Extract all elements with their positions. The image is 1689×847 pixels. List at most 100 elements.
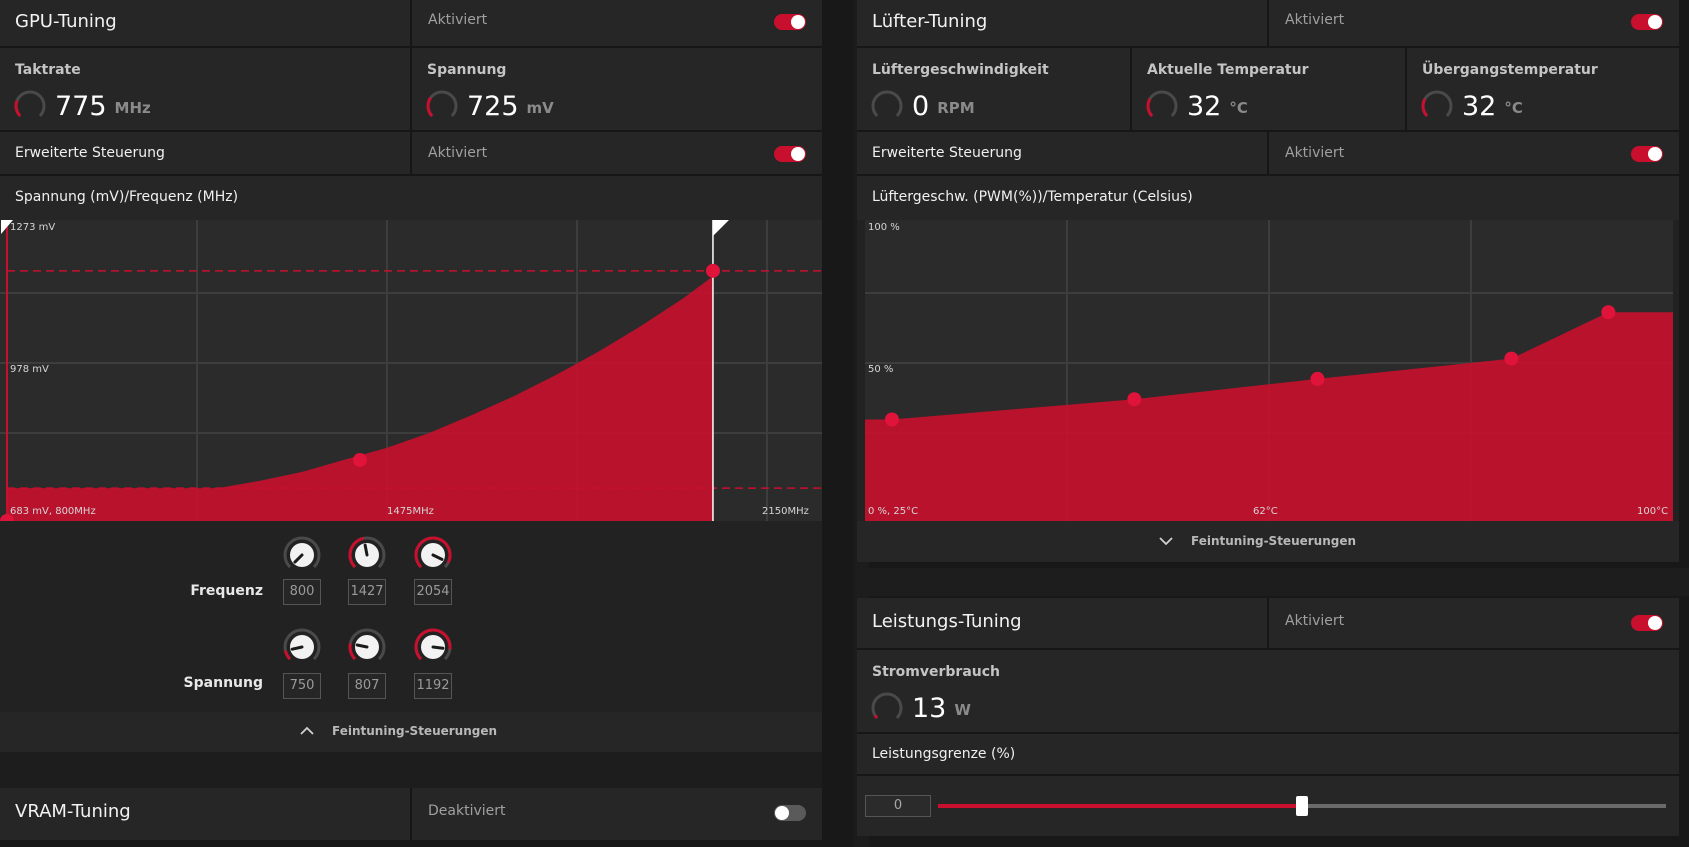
gauge-track bbox=[426, 90, 458, 117]
frequency-knobs-label: Frequenz bbox=[190, 583, 263, 599]
knob-fill bbox=[414, 628, 452, 661]
fan-speed-label: Lüftergeschwindigkeit bbox=[872, 62, 1049, 78]
current-temp-unit: °C bbox=[1229, 99, 1248, 117]
knob-pointer bbox=[293, 553, 304, 564]
fan-tuning-header: Lüfter-Tuning Aktiviert bbox=[857, 0, 1679, 48]
power-limit-slider-thumb[interactable] bbox=[1296, 796, 1308, 816]
fan-advanced-row: Erweiterte Steuerung Aktiviert bbox=[857, 132, 1679, 176]
gpu-advanced-row: Erweiterte Steuerung Aktiviert bbox=[0, 132, 822, 176]
voltage-input-3[interactable]: 1192 bbox=[414, 673, 452, 699]
fan-tuning-toggle[interactable] bbox=[1631, 14, 1663, 30]
fan-advanced-state: Aktiviert bbox=[1285, 145, 1345, 161]
gpu-chart-title: Spannung (mV)/Frequenz (MHz) bbox=[15, 189, 239, 205]
power-tuning-toggle[interactable] bbox=[1631, 615, 1663, 631]
knob-pointer bbox=[290, 645, 304, 651]
vram-tuning-toggle[interactable] bbox=[774, 805, 806, 821]
gauge-track bbox=[871, 692, 903, 719]
knob-pointer bbox=[431, 553, 444, 561]
gpu-chart-xlabel-right: 2150MHz bbox=[762, 506, 809, 517]
voltage-frequency-chart[interactable]: 1273 mV 978 mV 683 mV, 800MHz 1475MHz 21… bbox=[0, 220, 822, 521]
gpu-fine-tuning-toggle[interactable]: Feintuning-Steuerungen bbox=[300, 724, 497, 738]
gauge-fill bbox=[873, 714, 879, 719]
clock-label: Taktrate bbox=[15, 62, 81, 78]
chevron-up-icon bbox=[300, 726, 314, 735]
gauge-fill bbox=[14, 100, 22, 117]
knob-fill bbox=[283, 650, 292, 661]
knob-pointer bbox=[355, 643, 369, 649]
fan-speed-gauge-icon bbox=[871, 90, 903, 117]
power-limit-label: Leistungsgrenze (%) bbox=[872, 746, 1016, 762]
power-tuning-state: Aktiviert bbox=[1285, 613, 1345, 629]
gpu-chart-xlabel-left: 683 mV, 800MHz bbox=[10, 506, 96, 517]
frequency-knob-2[interactable] bbox=[347, 535, 387, 575]
clock-gauge-icon bbox=[14, 90, 46, 117]
voltage-unit: mV bbox=[526, 99, 554, 117]
fan-chart-ylabel-top: 100 % bbox=[868, 222, 900, 233]
knob-fill bbox=[414, 536, 452, 569]
voltage-input-1[interactable]: 750 bbox=[283, 673, 321, 699]
gpu-origin-point bbox=[0, 514, 14, 521]
fan-fine-tuning-row: Feintuning-Steuerungen bbox=[857, 521, 1679, 562]
fan-chart-xlabel-left: 0 %, 25°C bbox=[868, 506, 919, 517]
fan-advanced-toggle[interactable] bbox=[1631, 146, 1663, 162]
fan-fine-tuning-toggle[interactable]: Feintuning-Steuerungen bbox=[1159, 534, 1356, 548]
power-tuning-title: Leistungs-Tuning bbox=[872, 611, 1022, 632]
fan-tuning-title: Lüfter-Tuning bbox=[872, 11, 988, 32]
knob-fill bbox=[348, 643, 357, 661]
frequency-input-2[interactable]: 1427 bbox=[348, 579, 386, 605]
voltage-input-2[interactable]: 807 bbox=[348, 673, 386, 699]
fan-chart-xlabel-mid: 62°C bbox=[1253, 506, 1278, 517]
voltage-frequency-chart-svg[interactable] bbox=[0, 220, 822, 521]
knob-fill bbox=[348, 536, 365, 569]
junction-temp-unit: °C bbox=[1504, 99, 1523, 117]
voltage-gauge-icon bbox=[426, 90, 458, 117]
power-consumption-unit: W bbox=[954, 701, 971, 719]
gpu-tuning-title: GPU-Tuning bbox=[15, 11, 117, 32]
gauge-fill bbox=[426, 96, 434, 117]
frequency-input-1[interactable]: 800 bbox=[283, 579, 321, 605]
knob-track bbox=[283, 536, 321, 569]
power-limit-slider-row: 0 bbox=[857, 776, 1679, 836]
power-gauge-icon bbox=[871, 692, 903, 719]
fan-speed-value: 0 bbox=[912, 90, 930, 122]
junction-temp-value: 32 bbox=[1462, 90, 1497, 122]
gpu-fine-tuning-row: Feintuning-Steuerungen bbox=[0, 712, 822, 752]
gpu-max-handle bbox=[712, 220, 729, 236]
fan-curve-point bbox=[1127, 392, 1142, 407]
vram-tuning-panel: VRAM-Tuning Deaktiviert bbox=[0, 788, 822, 840]
power-limit-input[interactable]: 0 bbox=[865, 795, 931, 817]
voltage-knob-3[interactable] bbox=[413, 627, 453, 667]
knob-pointer bbox=[431, 645, 445, 650]
current-temp-label: Aktuelle Temperatur bbox=[1147, 62, 1309, 78]
fan-chart-ylabel-mid: 50 % bbox=[868, 364, 894, 375]
frequency-input-3[interactable]: 2054 bbox=[414, 579, 452, 605]
voltage-knobs-label: Spannung bbox=[183, 675, 263, 691]
fan-tuning-panel: Lüfter-Tuning Aktiviert Lüftergeschwindi… bbox=[857, 0, 1679, 562]
frequency-knob-3[interactable] bbox=[413, 535, 453, 575]
fan-curve-chart-svg[interactable] bbox=[865, 220, 1673, 521]
gauge-track bbox=[1421, 90, 1453, 117]
vram-tuning-header: VRAM-Tuning Deaktiviert bbox=[0, 788, 822, 840]
gpu-tuning-state: Aktiviert bbox=[428, 12, 488, 28]
vram-tuning-state: Deaktiviert bbox=[428, 803, 506, 819]
power-limit-slider-fill bbox=[938, 804, 1302, 808]
power-limit-slider[interactable] bbox=[938, 796, 1666, 816]
gpu-min-handle bbox=[1, 220, 13, 234]
voltage-knob-1[interactable] bbox=[282, 627, 322, 667]
gpu-tuning-toggle[interactable] bbox=[774, 14, 806, 30]
gpu-advanced-state: Aktiviert bbox=[428, 145, 488, 161]
voltage-value: 725 bbox=[467, 90, 519, 122]
current-temp-gauge-icon bbox=[1146, 90, 1178, 117]
frequency-knob-1[interactable] bbox=[282, 535, 322, 575]
current-temp-value: 32 bbox=[1187, 90, 1222, 122]
power-limit-title-row: Leistungsgrenze (%) bbox=[857, 734, 1679, 776]
fan-curve-chart[interactable]: 100 % 50 % 0 %, 25°C 62°C 100°C bbox=[865, 220, 1673, 521]
fan-chart-title: Lüftergeschw. (PWM(%))/Temperatur (Celsi… bbox=[872, 189, 1193, 205]
clock-value: 775 bbox=[55, 90, 107, 122]
power-consumption-value: 13 bbox=[912, 692, 947, 724]
vram-tuning-title: VRAM-Tuning bbox=[15, 801, 131, 822]
knob-pointer bbox=[363, 543, 369, 557]
fan-curve-point bbox=[1601, 305, 1616, 320]
voltage-knob-2[interactable] bbox=[347, 627, 387, 667]
gpu-advanced-toggle[interactable] bbox=[774, 146, 806, 162]
